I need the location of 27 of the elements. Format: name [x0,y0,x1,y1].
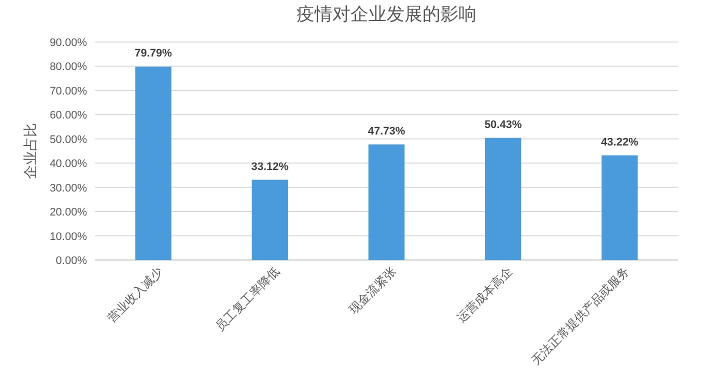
data-label: 50.43% [484,118,522,131]
bar [602,155,638,260]
y-tick-label: 50.00% [50,134,88,146]
y-tick-label: 80.00% [50,61,88,74]
x-tick-label: 员工复工率降低 [212,264,282,334]
data-label: 47.73% [368,125,406,138]
y-tick-label: 90.00% [50,37,88,49]
y-axis-title: 企业占比 [22,123,38,179]
x-tick-label: 现金流紧张 [346,264,399,317]
y-tick-label: 60.00% [50,110,88,122]
y-tick-label: 10.00% [50,230,88,243]
bar [485,138,522,260]
y-tick-label: 70.00% [50,85,88,98]
data-label: 33.12% [251,160,289,173]
data-label: 79.79% [134,48,172,60]
bar [368,144,405,260]
data-label: 43.22% [601,136,639,148]
bar [135,66,172,260]
y-tick-label: 0.00% [56,255,88,267]
x-tick-label: 无法正常提供产品或服务 [528,264,632,368]
y-tick-label: 40.00% [50,158,88,170]
y-tick-label: 20.00% [50,206,88,219]
bar [252,180,288,260]
y-tick-label: 30.00% [50,182,88,194]
x-tick-label: 运营成本高企 [454,264,516,326]
x-tick-label: 营业收入减少 [104,264,166,326]
chart-title: 疫情对企业发展的影响 [296,4,476,24]
